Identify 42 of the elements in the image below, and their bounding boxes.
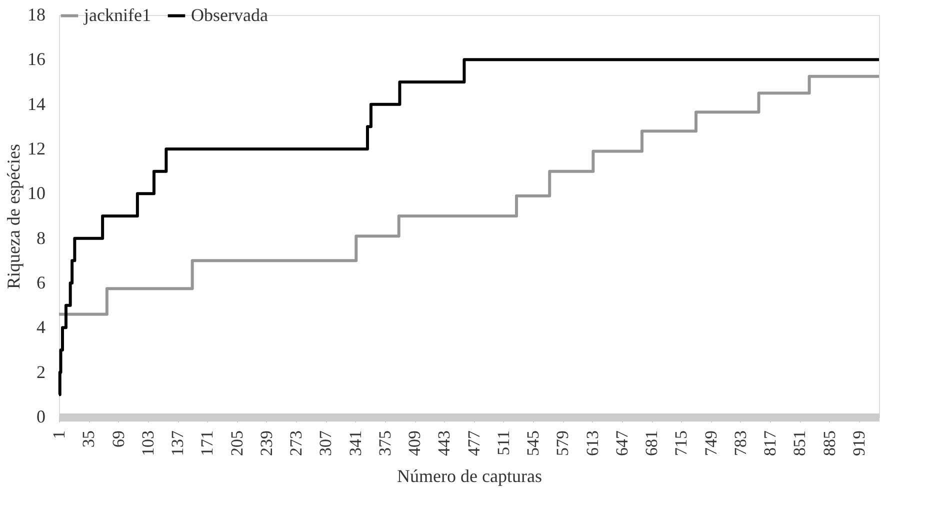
x-tick-label: 647 xyxy=(612,430,632,456)
x-tick-label: 715 xyxy=(672,430,691,456)
x-tick-label: 137 xyxy=(168,430,188,456)
y-tick-label: 4 xyxy=(36,317,46,338)
x-tick-label: 613 xyxy=(582,430,602,456)
x-tick-label: 171 xyxy=(198,430,217,456)
y-tick-label: 16 xyxy=(28,49,46,70)
y-tick-label: 6 xyxy=(36,272,46,292)
x-tick-label: 545 xyxy=(524,430,543,456)
y-axis-title: Riqueza de espécies xyxy=(4,144,24,289)
x-tick-label: 103 xyxy=(138,430,158,456)
x-tick-label: 579 xyxy=(553,430,572,456)
x-tick-label: 477 xyxy=(464,430,484,456)
x-tick-label: 783 xyxy=(730,430,750,456)
x-tick-label: 443 xyxy=(434,430,454,456)
x-tick-label: 885 xyxy=(820,430,839,456)
x-tick-label: 239 xyxy=(256,430,276,456)
x-tick-label: 307 xyxy=(316,430,336,456)
x-tick-label: 919 xyxy=(849,430,868,456)
legend-label: Observada xyxy=(191,4,268,25)
y-tick-label: 2 xyxy=(36,362,46,382)
x-tick-label: 35 xyxy=(79,430,98,448)
y-tick-label: 14 xyxy=(28,94,46,114)
x-tick-label: 409 xyxy=(405,430,424,456)
x-tick-label: 817 xyxy=(760,430,780,456)
y-tick-label: 10 xyxy=(28,183,46,204)
x-tick-label: 341 xyxy=(346,430,365,456)
x-tick-label: 511 xyxy=(494,430,513,456)
x-tick-label: 375 xyxy=(375,430,394,456)
x-axis-title: Número de capturas xyxy=(397,466,542,486)
x-tick-label: 273 xyxy=(286,430,306,456)
x-tick-label: 851 xyxy=(790,430,810,456)
x-tick-label: 205 xyxy=(227,430,246,456)
x-tick-label: 69 xyxy=(108,430,128,448)
x-tick-label: 681 xyxy=(642,430,662,456)
y-tick-label: 0 xyxy=(36,406,46,426)
y-tick-label: 18 xyxy=(28,4,46,24)
x-tick-label: 1 xyxy=(50,430,68,439)
x-tick-label: 749 xyxy=(701,430,720,456)
y-tick-label: 12 xyxy=(28,138,46,158)
y-tick-label: 8 xyxy=(36,228,46,248)
legend-label: jacknife1 xyxy=(83,4,151,25)
